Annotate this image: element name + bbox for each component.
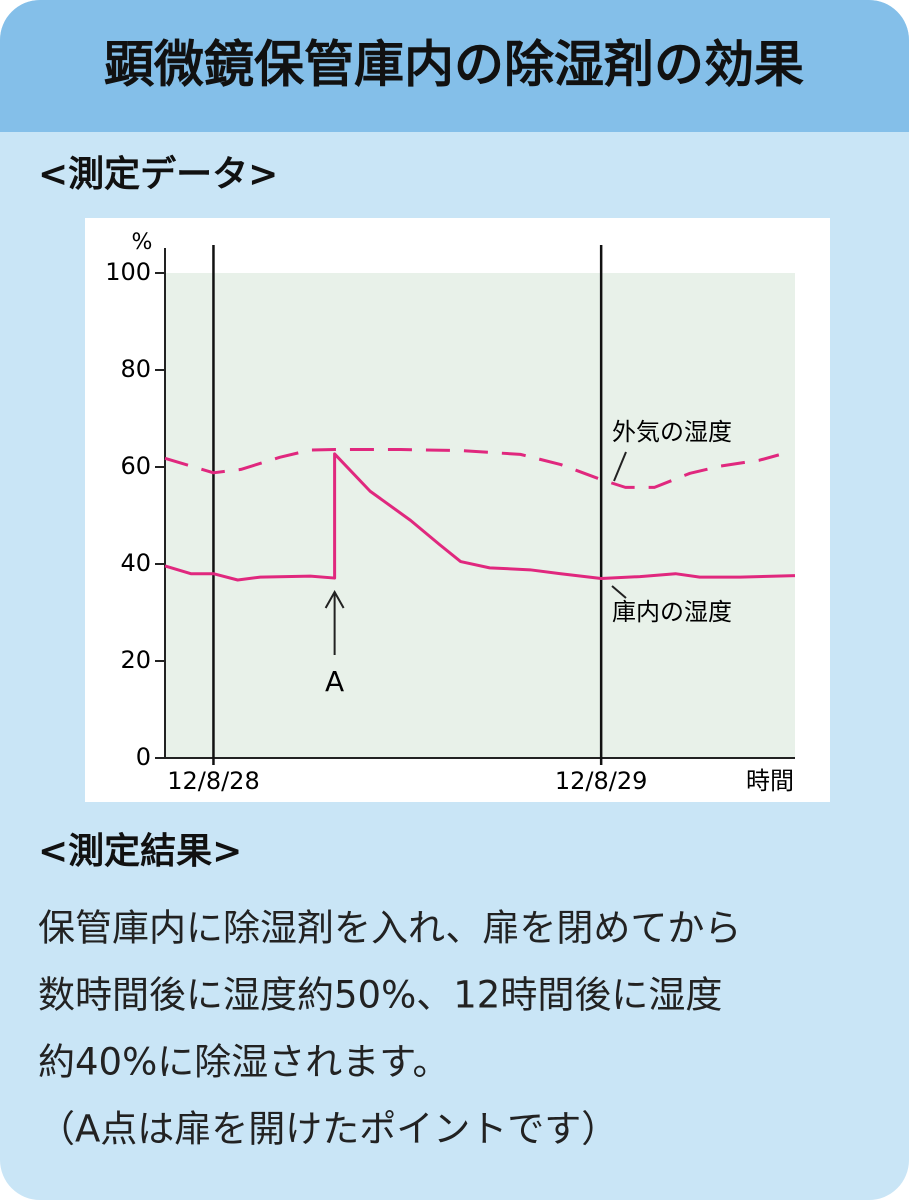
x-tick-label: 12/8/28	[167, 767, 260, 795]
body-line: （A点は扉を開けたポイントです）	[38, 1108, 618, 1151]
plot-area	[165, 273, 795, 758]
leader-line	[613, 451, 627, 482]
y-tick-label: 20	[120, 646, 151, 674]
series-label: 外気の湿度	[612, 418, 732, 446]
line-series	[164, 452, 796, 582]
body-line: 約40%に除湿されます。	[38, 1041, 450, 1084]
body-line: 数時間後に湿度約50%、12時間後に湿度	[38, 974, 722, 1017]
line-series	[164, 448, 780, 489]
section-heading: <測定結果>	[38, 831, 242, 872]
y-axis-label: %	[132, 230, 153, 255]
y-tick-label: 80	[120, 355, 151, 383]
section-heading: <測定データ>	[38, 153, 278, 195]
x-tick-label: 12/8/29	[555, 767, 648, 795]
y-tick-label: 0	[136, 743, 151, 771]
series-label: 庫内の湿度	[612, 598, 732, 626]
y-tick-label: 40	[120, 549, 151, 577]
header-band	[0, 0, 909, 132]
annotation: A	[325, 665, 344, 698]
y-tick-label: 100	[105, 258, 151, 286]
title: 顕微鏡保管庫内の除湿剤の効果	[104, 36, 804, 94]
body-line: 保管庫内に除湿剤を入れ、扉を閉めてから	[38, 907, 741, 950]
leader-line	[611, 585, 627, 599]
arrow-head	[324, 589, 345, 609]
y-tick-label: 60	[120, 452, 151, 480]
x-axis-label: 時間	[746, 767, 794, 795]
